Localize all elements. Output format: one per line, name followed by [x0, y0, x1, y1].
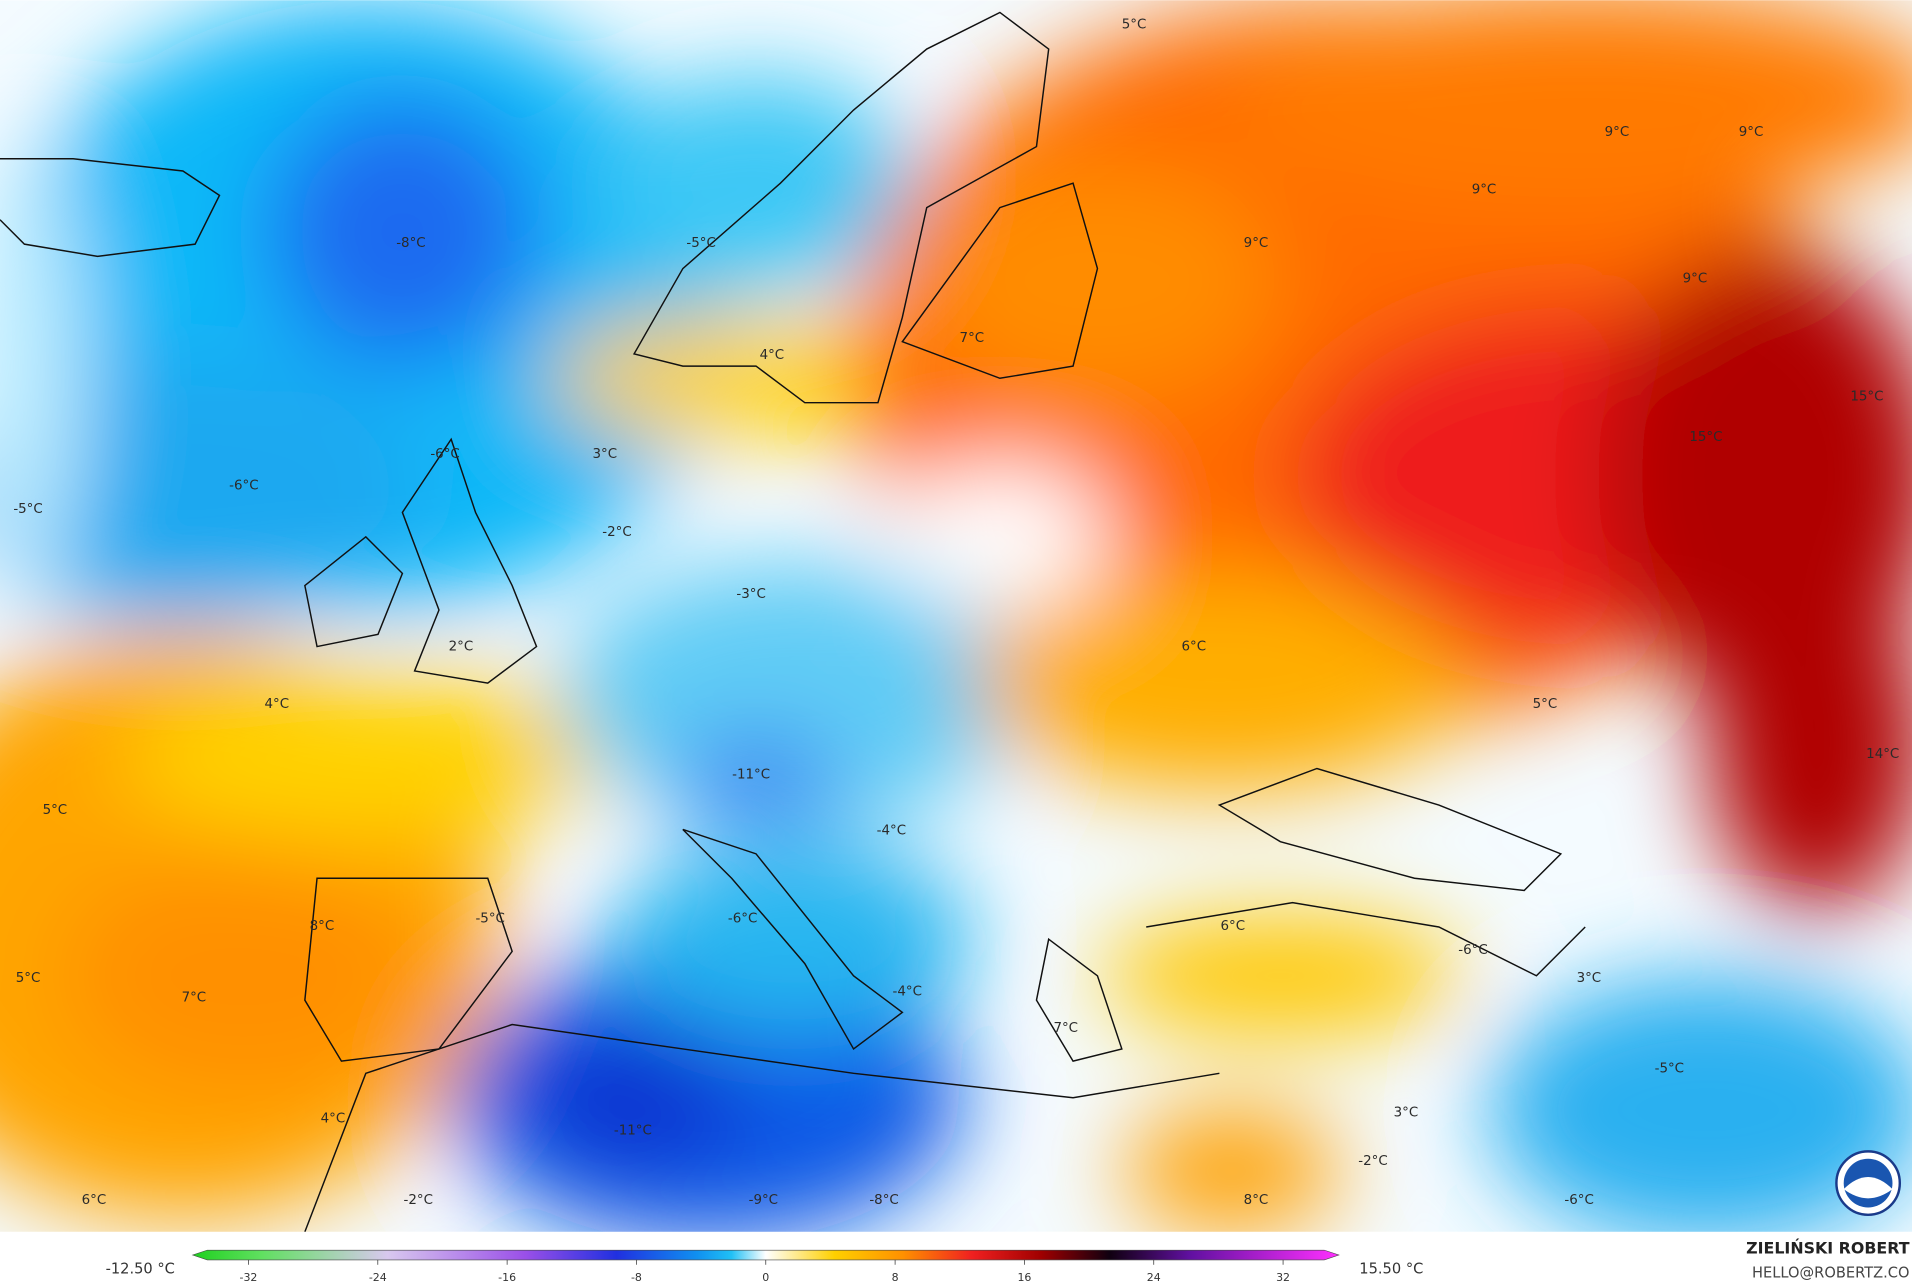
- colorbar-max: 15.50 °C: [1359, 1261, 1423, 1278]
- temperature-label: 15°C: [1689, 430, 1722, 445]
- temperature-label: -6°C: [229, 479, 258, 494]
- temperature-label: -2°C: [602, 525, 631, 540]
- colorbar-tick-label: 32: [1276, 1271, 1290, 1284]
- temperature-label: 5°C: [1122, 18, 1147, 33]
- noaa-logo: [1835, 1150, 1902, 1217]
- temperature-label: 15°C: [1850, 390, 1883, 405]
- temperature-label: -4°C: [877, 824, 906, 839]
- temperature-label: -8°C: [869, 1193, 898, 1208]
- temperature-label: -2°C: [404, 1193, 433, 1208]
- temperature-label: -11°C: [732, 768, 770, 783]
- temperature-label: 5°C: [1533, 697, 1558, 712]
- temperature-label: 14°C: [1866, 747, 1899, 762]
- temperature-label: -6°C: [1564, 1193, 1593, 1208]
- temperature-label: 7°C: [182, 991, 207, 1006]
- colorbar-min: -12.50 °C: [106, 1261, 175, 1278]
- temperature-label: -5°C: [475, 911, 504, 926]
- temperature-label: -6°C: [728, 911, 757, 926]
- temperature-label: -4°C: [893, 985, 922, 1000]
- temperature-label: 3°C: [1577, 971, 1602, 986]
- colorbar: [191, 1249, 1340, 1261]
- temperature-label: -11°C: [614, 1124, 652, 1139]
- colorbar-tick-label: 0: [762, 1271, 769, 1284]
- colorbar-tick-label: 24: [1147, 1271, 1161, 1284]
- temperature-label: 8°C: [1244, 1193, 1269, 1208]
- temperature-label: 2°C: [449, 640, 474, 655]
- coastlines: [0, 11, 1586, 1232]
- colorbar-tick-label: 8: [892, 1271, 899, 1284]
- temperature-label: 9°C: [1739, 125, 1764, 140]
- temperature-label: 9°C: [1605, 125, 1630, 140]
- temperature-label: 5°C: [43, 803, 68, 818]
- temperature-label: 9°C: [1244, 236, 1269, 251]
- temperature-label: -5°C: [686, 236, 715, 251]
- temperature-label: 3°C: [593, 447, 618, 462]
- temperature-label: 6°C: [82, 1193, 107, 1208]
- temperature-label: -8°C: [396, 236, 425, 251]
- temperature-label: -9°C: [749, 1193, 778, 1208]
- colorbar-tick-label: -16: [498, 1271, 516, 1284]
- temperature-label: 9°C: [1683, 271, 1708, 286]
- temperature-label: -6°C: [1458, 943, 1487, 958]
- colorbar-tick-label: 16: [1017, 1271, 1031, 1284]
- temperature-label: 3°C: [1394, 1105, 1419, 1120]
- temperature-label: 7°C: [1053, 1021, 1078, 1036]
- temperature-label: -5°C: [13, 502, 42, 517]
- temperature-label: -2°C: [1358, 1154, 1387, 1169]
- temperature-field: [0, 0, 1912, 1232]
- temperature-label: 5°C: [16, 971, 41, 986]
- temperature-label: 9°C: [1472, 182, 1497, 197]
- temperature-label: 6°C: [1181, 640, 1206, 655]
- temperature-label: -3°C: [736, 587, 765, 602]
- temperature-label: 7°C: [960, 331, 985, 346]
- colorbar-tick-label: -24: [369, 1271, 387, 1284]
- credit-name: ZIELIŃSKI ROBERT: [1746, 1238, 1910, 1257]
- temperature-label: 4°C: [321, 1111, 346, 1126]
- temperature-label: 8°C: [310, 919, 335, 934]
- temperature-label: -6°C: [430, 447, 459, 462]
- temperature-label: 4°C: [760, 348, 785, 363]
- colorbar-tick-label: -8: [631, 1271, 642, 1284]
- credit-email: HELLO@ROBERTZ.CO: [1752, 1264, 1910, 1281]
- temperature-label: 4°C: [265, 697, 290, 712]
- temperature-label: -5°C: [1655, 1061, 1684, 1076]
- temperature-label: 6°C: [1221, 919, 1246, 934]
- colorbar-tick-label: -32: [240, 1271, 258, 1284]
